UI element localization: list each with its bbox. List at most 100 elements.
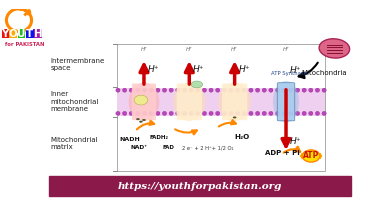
Text: Inner
mitochondrial
membrane: Inner mitochondrial membrane: [50, 91, 99, 112]
Ellipse shape: [302, 111, 306, 116]
Ellipse shape: [242, 111, 246, 116]
Ellipse shape: [129, 83, 160, 121]
Ellipse shape: [136, 111, 140, 116]
Ellipse shape: [209, 111, 213, 116]
Ellipse shape: [233, 116, 236, 118]
Ellipse shape: [282, 111, 286, 116]
Bar: [49, 176, 351, 196]
Ellipse shape: [319, 39, 350, 58]
Ellipse shape: [136, 88, 140, 92]
Text: H⁺: H⁺: [140, 47, 147, 52]
Text: FAD: FAD: [162, 145, 174, 150]
Ellipse shape: [149, 111, 153, 116]
Text: https://youthforpakistan.org: https://youthforpakistan.org: [118, 182, 282, 191]
FancyBboxPatch shape: [222, 83, 247, 120]
FancyArrowPatch shape: [137, 121, 154, 129]
Ellipse shape: [275, 111, 280, 116]
Ellipse shape: [142, 111, 147, 116]
FancyBboxPatch shape: [177, 83, 202, 120]
Text: Intermembrane
space: Intermembrane space: [50, 58, 105, 71]
Ellipse shape: [169, 88, 173, 92]
Text: for PAKISTAN: for PAKISTAN: [5, 42, 44, 47]
Ellipse shape: [142, 88, 147, 92]
Ellipse shape: [134, 95, 148, 105]
Bar: [117, 88, 325, 116]
Ellipse shape: [173, 83, 206, 121]
Ellipse shape: [189, 111, 193, 116]
Ellipse shape: [302, 88, 306, 92]
Ellipse shape: [295, 88, 300, 92]
Ellipse shape: [229, 88, 233, 92]
Text: H⁺: H⁺: [231, 47, 238, 52]
Text: Mitochondria: Mitochondria: [301, 70, 347, 76]
Ellipse shape: [262, 88, 266, 92]
Ellipse shape: [242, 88, 246, 92]
Text: U: U: [17, 29, 26, 39]
Ellipse shape: [139, 121, 143, 123]
Ellipse shape: [189, 88, 193, 92]
Ellipse shape: [176, 111, 180, 116]
Ellipse shape: [169, 111, 173, 116]
Ellipse shape: [282, 88, 286, 92]
Text: H₂O: H₂O: [234, 134, 249, 139]
Text: H⁺: H⁺: [290, 137, 301, 146]
Ellipse shape: [149, 88, 153, 92]
Ellipse shape: [262, 111, 266, 116]
Text: 2 e⁻ + 2 H⁺+ 1/2 O₂: 2 e⁻ + 2 H⁺+ 1/2 O₂: [182, 145, 234, 150]
Ellipse shape: [295, 111, 300, 116]
Ellipse shape: [229, 111, 233, 116]
Ellipse shape: [176, 88, 180, 92]
Text: H⁺: H⁺: [193, 65, 204, 74]
Bar: [34, 29, 42, 38]
Ellipse shape: [322, 111, 326, 116]
Ellipse shape: [196, 111, 200, 116]
Text: H⁺: H⁺: [282, 47, 289, 52]
Text: NAD⁺: NAD⁺: [131, 145, 148, 150]
Ellipse shape: [122, 88, 127, 92]
Ellipse shape: [116, 88, 120, 92]
Text: ATP: ATP: [303, 152, 319, 161]
Ellipse shape: [273, 81, 299, 123]
Text: ATP Synthase: ATP Synthase: [271, 71, 307, 76]
Ellipse shape: [316, 88, 319, 92]
FancyArrowPatch shape: [175, 129, 197, 134]
Ellipse shape: [249, 111, 253, 116]
Text: FADH₂: FADH₂: [150, 135, 168, 140]
Text: NADH: NADH: [119, 137, 140, 141]
Ellipse shape: [136, 118, 140, 120]
Ellipse shape: [218, 83, 251, 121]
Ellipse shape: [202, 111, 207, 116]
Ellipse shape: [269, 111, 273, 116]
Ellipse shape: [308, 111, 313, 116]
FancyBboxPatch shape: [132, 83, 156, 120]
Ellipse shape: [216, 88, 220, 92]
Ellipse shape: [202, 88, 207, 92]
Ellipse shape: [269, 88, 273, 92]
FancyBboxPatch shape: [277, 83, 295, 121]
FancyArrowPatch shape: [299, 63, 318, 78]
Ellipse shape: [255, 88, 260, 92]
Text: O: O: [9, 29, 18, 39]
Ellipse shape: [191, 81, 202, 88]
Ellipse shape: [289, 111, 293, 116]
Ellipse shape: [255, 111, 260, 116]
Bar: [1, 29, 9, 38]
Text: Y: Y: [1, 29, 9, 39]
Ellipse shape: [308, 88, 313, 92]
Text: T: T: [26, 29, 34, 39]
Ellipse shape: [116, 111, 120, 116]
Text: H⁺: H⁺: [290, 66, 301, 75]
Text: Mitochondrial
matrix: Mitochondrial matrix: [50, 137, 98, 150]
Ellipse shape: [222, 88, 227, 92]
Ellipse shape: [183, 88, 186, 92]
Ellipse shape: [236, 88, 240, 92]
Ellipse shape: [236, 111, 240, 116]
Bar: [117, 44, 325, 171]
Ellipse shape: [196, 88, 200, 92]
Text: H⁺: H⁺: [238, 65, 250, 74]
Bar: [18, 29, 25, 38]
Ellipse shape: [289, 88, 293, 92]
Ellipse shape: [129, 111, 133, 116]
Ellipse shape: [129, 88, 133, 92]
FancyArrowPatch shape: [219, 120, 236, 126]
